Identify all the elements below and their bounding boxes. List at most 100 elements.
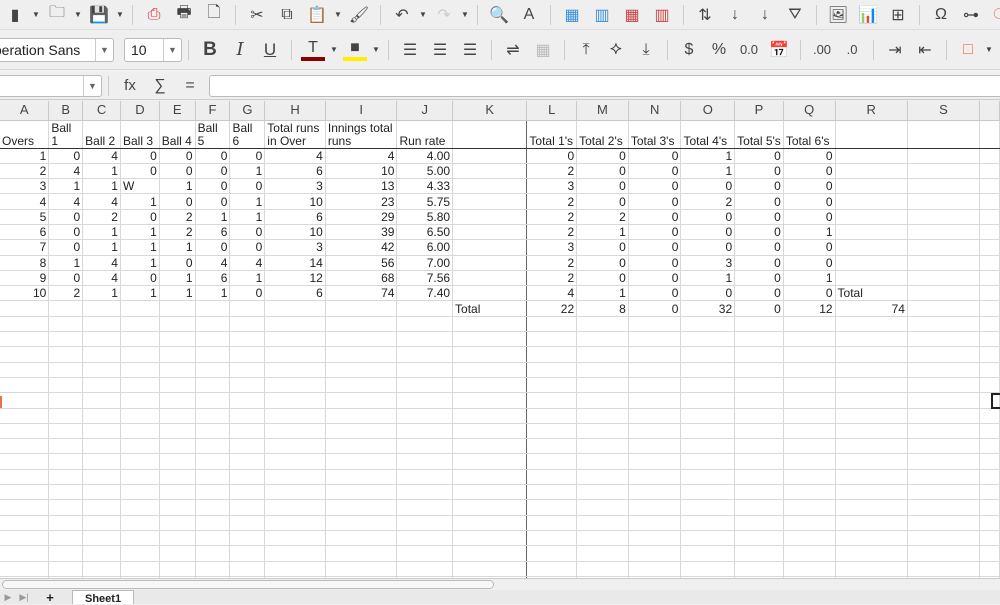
cell[interactable]: 6 — [264, 285, 326, 302]
cell[interactable] — [979, 270, 1000, 287]
cell[interactable] — [48, 408, 84, 424]
cell[interactable]: 4 — [82, 148, 121, 164]
cell[interactable] — [82, 362, 121, 378]
cell[interactable] — [835, 561, 908, 577]
cell[interactable] — [680, 576, 736, 578]
cell[interactable] — [48, 300, 84, 317]
percent-icon[interactable]: % — [711, 40, 727, 58]
cell[interactable]: 1 — [195, 209, 231, 225]
cell[interactable] — [195, 561, 231, 577]
header-cell[interactable]: Total 2's — [576, 120, 629, 149]
autofilter-icon[interactable]: ⛛ — [788, 5, 802, 23]
cell[interactable]: 0 — [48, 270, 84, 287]
cell[interactable] — [979, 300, 1000, 317]
cell[interactable] — [783, 561, 836, 577]
cell[interactable] — [229, 530, 266, 547]
date-icon[interactable]: 📅 — [769, 41, 789, 59]
increase-indent-icon[interactable]: ⇥ — [888, 41, 902, 59]
cell[interactable]: 14 — [264, 255, 326, 271]
cell[interactable] — [264, 300, 326, 317]
cell[interactable]: 2 — [576, 209, 629, 225]
cell[interactable] — [680, 408, 736, 424]
cell[interactable]: 12 — [264, 270, 326, 287]
cell[interactable]: 3 — [526, 239, 578, 256]
cell[interactable] — [576, 469, 629, 486]
chevron-down-icon[interactable]: ▼ — [163, 38, 181, 61]
cell[interactable]: 23 — [325, 193, 398, 210]
cell[interactable] — [120, 362, 160, 378]
cell[interactable] — [628, 469, 682, 486]
cell[interactable] — [325, 499, 398, 516]
cell[interactable]: 1 — [82, 163, 121, 180]
cell[interactable] — [576, 423, 629, 440]
cell[interactable]: 7.00 — [396, 255, 454, 271]
cell[interactable]: 22 — [526, 300, 578, 317]
cell[interactable]: 0 — [783, 239, 836, 256]
cell[interactable] — [979, 362, 1000, 378]
cell[interactable] — [576, 377, 629, 394]
cell[interactable] — [452, 178, 528, 195]
cell[interactable] — [628, 515, 682, 531]
undo-icon[interactable]: ↶ — [395, 6, 409, 24]
cell[interactable]: 0 — [120, 270, 160, 287]
cell[interactable] — [48, 453, 84, 470]
cell[interactable]: 1 — [120, 239, 160, 256]
cell[interactable]: 2 — [159, 224, 196, 241]
cell[interactable] — [628, 576, 682, 578]
cell[interactable] — [526, 438, 578, 455]
cell[interactable] — [452, 209, 528, 225]
cell[interactable]: 0 — [680, 239, 736, 256]
cell[interactable] — [526, 515, 578, 531]
equals-icon[interactable]: = — [185, 76, 195, 94]
cell[interactable] — [159, 453, 196, 470]
cell[interactable] — [264, 408, 326, 424]
redo-icon[interactable]: ↷ — [437, 6, 451, 24]
cell[interactable] — [82, 576, 121, 578]
paste-icon[interactable]: 📋 — [307, 6, 327, 24]
column-header-A[interactable]: A — [0, 101, 50, 121]
cell[interactable]: 0 — [229, 178, 266, 195]
add-sheet-icon[interactable]: + — [46, 589, 54, 605]
cell[interactable] — [120, 438, 160, 455]
cell[interactable]: 0 — [783, 255, 836, 271]
align-center-icon[interactable]: ☰ — [432, 41, 448, 59]
chevron-down-icon[interactable]: ▼ — [95, 38, 113, 61]
cell[interactable]: 0 — [628, 239, 682, 256]
cell[interactable]: 3 — [526, 178, 578, 195]
cell[interactable]: 1 — [120, 193, 160, 210]
cell[interactable]: 1 — [229, 209, 266, 225]
cell[interactable] — [159, 408, 196, 424]
cell[interactable]: 10 — [325, 163, 398, 180]
column-header-G[interactable]: G — [229, 101, 266, 121]
cell[interactable]: 10 — [0, 285, 50, 302]
cell[interactable] — [680, 453, 736, 470]
cell[interactable] — [0, 484, 50, 501]
cell[interactable] — [325, 576, 398, 578]
cell[interactable]: 1 — [120, 224, 160, 241]
cell[interactable]: Total — [452, 300, 528, 317]
cell[interactable] — [82, 499, 121, 516]
cell[interactable]: 39 — [325, 224, 398, 241]
cell[interactable]: 3 — [264, 178, 326, 195]
cell[interactable] — [264, 561, 326, 577]
cell[interactable]: 0 — [48, 239, 84, 256]
cell[interactable] — [0, 561, 50, 577]
cell[interactable] — [452, 270, 528, 287]
cell[interactable] — [159, 576, 196, 578]
cell[interactable] — [325, 346, 398, 363]
cell[interactable] — [396, 377, 454, 394]
cell[interactable] — [734, 484, 784, 501]
cell[interactable] — [0, 316, 50, 333]
cell[interactable] — [48, 392, 84, 409]
cell[interactable] — [396, 545, 454, 562]
cell[interactable] — [979, 209, 1000, 225]
cell[interactable]: 0 — [229, 239, 266, 256]
cell[interactable] — [734, 453, 784, 470]
cell[interactable] — [48, 423, 84, 440]
cell[interactable] — [783, 377, 836, 394]
cell[interactable] — [452, 499, 528, 516]
header-cell[interactable] — [907, 120, 981, 149]
cell[interactable] — [783, 499, 836, 516]
cell[interactable] — [680, 530, 736, 547]
cell[interactable] — [734, 377, 784, 394]
